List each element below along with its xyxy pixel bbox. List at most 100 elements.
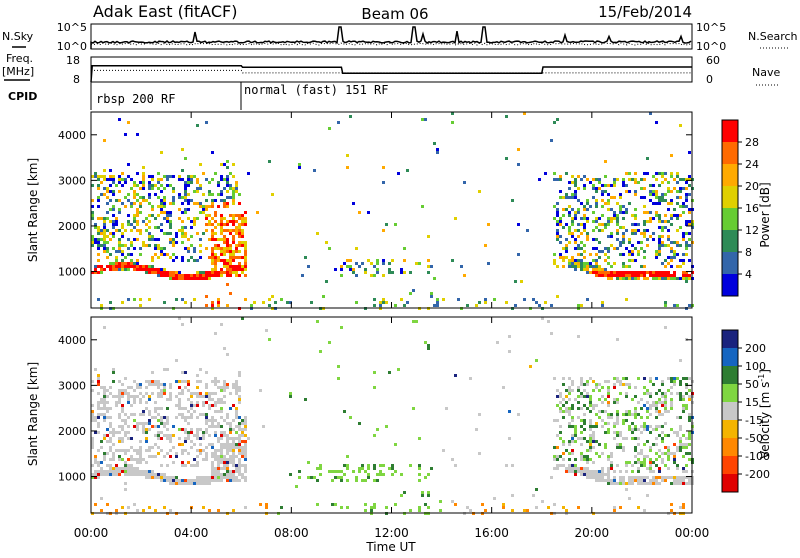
heatmap-cell: [199, 211, 202, 214]
heatmap-cell: [157, 473, 160, 476]
heatmap-cell: [493, 497, 496, 500]
heatmap-cell: [658, 455, 661, 458]
heatmap-cell: [196, 217, 199, 220]
heatmap-cell: [103, 413, 106, 416]
heatmap-cell: [613, 262, 616, 265]
heatmap-cell: [244, 223, 247, 226]
heatmap-cell: [475, 304, 478, 307]
heatmap-cell: [679, 437, 682, 440]
heatmap-cell: [154, 271, 157, 274]
heatmap-cell: [238, 470, 241, 473]
heatmap-cell: [136, 467, 139, 470]
heatmap-cell: [148, 202, 151, 205]
heatmap-cell: [595, 262, 598, 265]
heatmap-cell: [661, 262, 664, 265]
heatmap-cell: [241, 217, 244, 220]
heatmap-cell: [610, 479, 613, 482]
heatmap-cell: [658, 220, 661, 223]
heatmap-cell: [187, 178, 190, 181]
heatmap-cell: [232, 446, 235, 449]
heatmap-cell: [484, 298, 487, 301]
heatmap-cell: [97, 476, 100, 479]
heatmap-cell: [223, 458, 226, 461]
heatmap-cell: [640, 241, 643, 244]
heatmap-cell: [607, 386, 610, 389]
heatmap-cell: [634, 425, 637, 428]
heatmap-cell: [322, 295, 325, 298]
heatmap-cell: [127, 392, 130, 395]
heatmap-cell: [580, 223, 583, 226]
heatmap-cell: [679, 440, 682, 443]
heatmap-cell: [496, 341, 499, 344]
heatmap-cell: [223, 383, 226, 386]
heatmap-cell: [112, 214, 115, 217]
heatmap-cell: [643, 205, 646, 208]
heatmap-cell: [211, 446, 214, 449]
heatmap-cell: [205, 295, 208, 298]
heatmap-cell: [205, 277, 208, 280]
heatmap-cell: [421, 494, 424, 497]
heatmap-cell: [160, 178, 163, 181]
heatmap-cell: [565, 470, 568, 473]
heatmap-cell: [148, 226, 151, 229]
heatmap-cell: [130, 437, 133, 440]
heatmap-cell: [355, 476, 358, 479]
heatmap-cell: [160, 202, 163, 205]
heatmap-cell: [265, 506, 268, 509]
heatmap-cell: [187, 181, 190, 184]
heatmap-cell: [178, 392, 181, 395]
heatmap-cell: [223, 431, 226, 434]
heatmap-cell: [97, 247, 100, 250]
heatmap-cell: [211, 479, 214, 482]
heatmap-cell: [418, 479, 421, 482]
heatmap-cell: [517, 253, 520, 256]
heatmap-cell: [346, 265, 349, 268]
heatmap-cell: [601, 304, 604, 307]
heatmap-cell: [229, 425, 232, 428]
heatmap-cell: [142, 470, 145, 473]
heatmap-cell: [121, 178, 124, 181]
heatmap-cell: [607, 193, 610, 196]
heatmap-cell: [604, 202, 607, 205]
heatmap-cell: [373, 265, 376, 268]
heatmap-cell: [676, 449, 679, 452]
heatmap-cell: [211, 398, 214, 401]
heatmap-cell: [547, 506, 550, 509]
heatmap-cell: [139, 473, 142, 476]
heatmap-cell: [91, 184, 94, 187]
heatmap-cell: [223, 347, 226, 350]
heatmap-cell: [394, 304, 397, 307]
heatmap-cell: [184, 440, 187, 443]
heatmap-cell: [223, 265, 226, 268]
heatmap-cell: [151, 416, 154, 419]
heatmap-cell: [658, 253, 661, 256]
heatmap-cell: [646, 410, 649, 413]
heatmap-cell: [667, 238, 670, 241]
heatmap-cell: [115, 404, 118, 407]
heatmap-cell: [214, 410, 217, 413]
heatmap-cell: [220, 223, 223, 226]
heatmap-cell: [679, 446, 682, 449]
heatmap-cell: [127, 247, 130, 250]
heatmap-cell: [154, 410, 157, 413]
heatmap-cell: [118, 458, 121, 461]
heatmap-cell: [208, 223, 211, 226]
heatmap-cell: [241, 446, 244, 449]
heatmap-cell: [550, 476, 553, 479]
heatmap-cell: [184, 190, 187, 193]
heatmap-cell: [232, 223, 235, 226]
heatmap-cell: [688, 482, 691, 485]
heatmap-cell: [124, 461, 127, 464]
heatmap-cell: [664, 476, 667, 479]
heatmap-cell: [238, 464, 241, 467]
heatmap-cell: [679, 214, 682, 217]
heatmap-cell: [580, 247, 583, 250]
heatmap-cell: [169, 395, 172, 398]
heatmap-cell: [268, 304, 271, 307]
heatmap-cell: [100, 440, 103, 443]
heatmap-cell: [568, 386, 571, 389]
heatmap-cell: [220, 425, 223, 428]
heatmap-cell: [142, 395, 145, 398]
heatmap-cell: [409, 271, 412, 274]
